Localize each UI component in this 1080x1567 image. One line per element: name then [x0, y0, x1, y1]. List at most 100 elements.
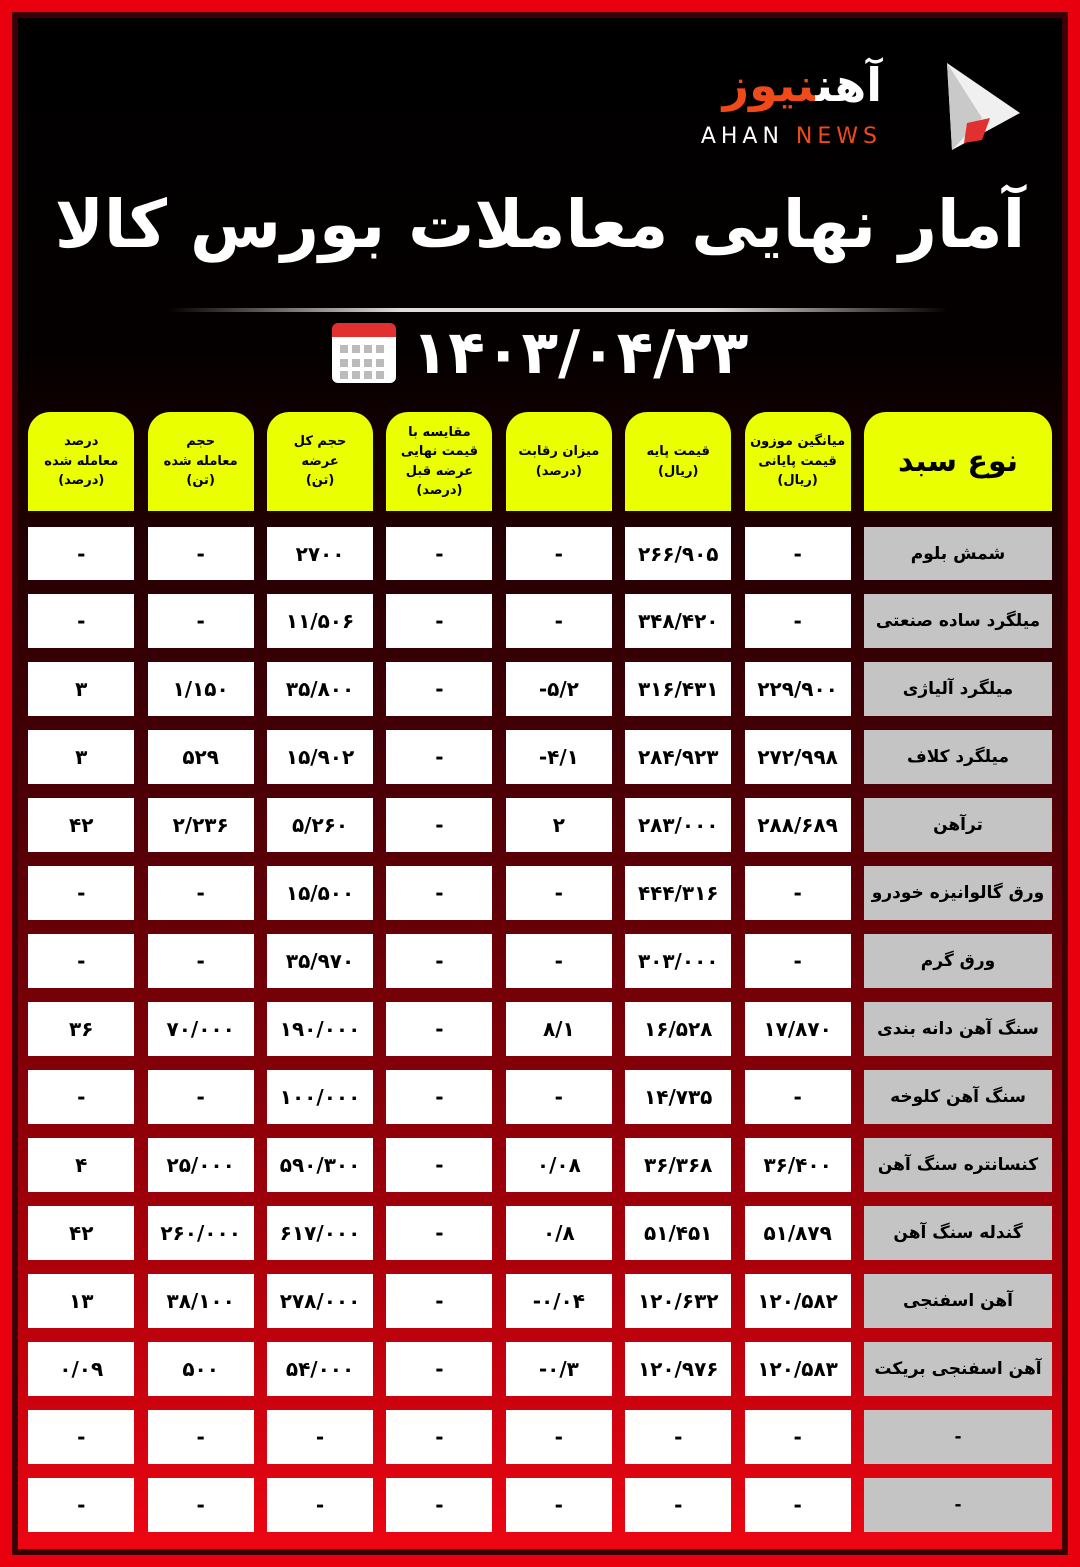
table-cell: -: [386, 1274, 493, 1328]
table-cell: -۴/۱: [505, 730, 612, 784]
table-cell: ۱۰۰/۰۰۰: [267, 1070, 374, 1124]
table-cell: -: [267, 1410, 374, 1464]
table-cell: ۱۲۰/۹۷۶: [625, 1342, 732, 1396]
paper-plane-icon: [947, 63, 1020, 150]
table-cell: -: [28, 527, 135, 580]
table-cell: ۵۰۰: [147, 1342, 254, 1396]
table-cell: ۲۸۸/۶۸۹: [744, 798, 851, 852]
logo-fa-white: آهن: [815, 58, 882, 112]
table-cell: ۵۹۰/۳۰۰: [267, 1138, 374, 1192]
table-cell: ۳: [28, 662, 135, 716]
table-cell: ۱۴/۷۳۵: [625, 1070, 732, 1124]
table-cell: -: [505, 1070, 612, 1124]
table-cell: -: [505, 527, 612, 580]
logo-fa-red: نیوز: [722, 58, 816, 112]
table-cell: -: [28, 866, 135, 920]
table-cell: ۵۱/۴۵۱: [625, 1206, 732, 1260]
table-cell: -: [744, 866, 851, 920]
table-cell: ۴۴۴/۳۱۶: [625, 866, 732, 920]
column-header: حجم معامله شده (تن): [147, 412, 254, 511]
calendar-icon: [331, 323, 396, 383]
table-cell: -: [625, 1478, 732, 1532]
table-cell: -: [267, 1478, 374, 1532]
table-cell: -: [505, 934, 612, 988]
column-header: نوع سبد: [864, 412, 1052, 511]
table-cell: ۳۱۶/۴۳۱: [625, 662, 732, 716]
table-cell: ۱۷/۸۷۰: [744, 1002, 851, 1056]
table-cell: -: [744, 527, 851, 580]
divider: [168, 308, 948, 312]
table-cell: ۱۶/۵۲۸: [625, 1002, 732, 1056]
table-cell: -: [147, 1410, 254, 1464]
table-cell: ۲۶۰/۰۰۰: [147, 1206, 254, 1260]
table-cell: ۳۵/۸۰۰: [267, 662, 374, 716]
table-cell: ۲: [505, 798, 612, 852]
table-cell: ۲۵/۰۰۰: [147, 1138, 254, 1192]
column-header: مقایسه با قیمت نهایی عرضه قبل (درصد): [386, 412, 493, 511]
logo: آهننیوز AHAN NEWS: [701, 58, 1022, 158]
row-name: ورق گرم: [864, 934, 1052, 988]
table-cell: -: [386, 1138, 493, 1192]
row-name: سنگ آهن کلوخه: [864, 1070, 1052, 1124]
row-name: ترآهن: [864, 798, 1052, 852]
table-cell: ۴: [28, 1138, 135, 1192]
table-cell: -: [744, 1070, 851, 1124]
table-cell: ۰/۰۹: [28, 1342, 135, 1396]
row-name: سنگ آهن دانه بندی: [864, 1002, 1052, 1056]
column-header: میانگین موزون قیمت پایانی (ریال): [744, 412, 851, 511]
logo-en-white: AHAN: [700, 124, 784, 149]
table-cell: ۱/۱۵۰: [147, 662, 254, 716]
table-cell: ۳۶: [28, 1002, 135, 1056]
table-cell: ۲۷۸/۰۰۰: [267, 1274, 374, 1328]
table-cell: -: [386, 1070, 493, 1124]
table-cell: -: [505, 594, 612, 648]
table-cell: -: [147, 934, 254, 988]
logo-en-red: NEWS: [795, 124, 882, 149]
row-name: ورق گالوانیزه خودرو: [864, 866, 1052, 920]
column-header: قیمت پایه (ریال): [625, 412, 732, 511]
table-cell: ۳۶/۳۶۸: [625, 1138, 732, 1192]
table-cell: -: [744, 594, 851, 648]
table-cell: ۴۲: [28, 798, 135, 852]
table-cell: ۲۷۲/۹۹۸: [744, 730, 851, 784]
logo-fa: آهننیوز: [723, 58, 882, 112]
row-name: -: [864, 1410, 1052, 1464]
column-header: حجم کل عرضه (تن): [267, 412, 374, 511]
table-cell: -: [386, 1342, 493, 1396]
table-cell: -: [147, 594, 254, 648]
row-name: آهن اسفنجی: [864, 1274, 1052, 1328]
table-cell: ۵۴/۰۰۰: [267, 1342, 374, 1396]
table-cell: ۱۵/۵۰۰: [267, 866, 374, 920]
table-cell: ۱۳: [28, 1274, 135, 1328]
row-name: گندله سنگ آهن: [864, 1206, 1052, 1260]
column-header: درصد معامله شده (درصد): [28, 412, 135, 511]
table-cell: ۱۲۰/۵۸۳: [744, 1342, 851, 1396]
row-name: میلگرد ساده صنعتی: [864, 594, 1052, 648]
table-cell: -: [386, 1478, 493, 1532]
table-cell: ۰/۰۸: [505, 1138, 612, 1192]
table-cell: -: [505, 1478, 612, 1532]
table-cell: ۱۲۰/۶۳۲: [625, 1274, 732, 1328]
row-name: آهن اسفنجی بریکت: [864, 1342, 1052, 1396]
row-name: کنسانتره سنگ آهن: [864, 1138, 1052, 1192]
table-cell: ۶۱۷/۰۰۰: [267, 1206, 374, 1260]
table-cell: -: [147, 1478, 254, 1532]
table-cell: ۲۸۴/۹۲۳: [625, 730, 732, 784]
table-cell: -۰/۰۴: [505, 1274, 612, 1328]
table-cell: -: [386, 798, 493, 852]
table-cell: ۲۲۹/۹۰۰: [744, 662, 851, 716]
table-cell: -: [147, 1070, 254, 1124]
table-cell: -: [28, 594, 135, 648]
table-cell: ۳۵/۹۷۰: [267, 934, 374, 988]
table-cell: ۲/۲۳۶: [147, 798, 254, 852]
table-cell: ۳: [28, 730, 135, 784]
table-cell: ۰/۸: [505, 1206, 612, 1260]
table-cell: ۱۵/۹۰۲: [267, 730, 374, 784]
table-cell: ۲۸۳/۰۰۰: [625, 798, 732, 852]
table-cell: -۵/۲: [505, 662, 612, 716]
page-title: آمار نهایی معاملات بورس کالا: [54, 186, 1026, 263]
table-cell: -: [386, 527, 493, 580]
table-cell: ۳۰۳/۰۰۰: [625, 934, 732, 988]
table-cell: -: [386, 866, 493, 920]
table-cell: ۵/۲۶۰: [267, 798, 374, 852]
